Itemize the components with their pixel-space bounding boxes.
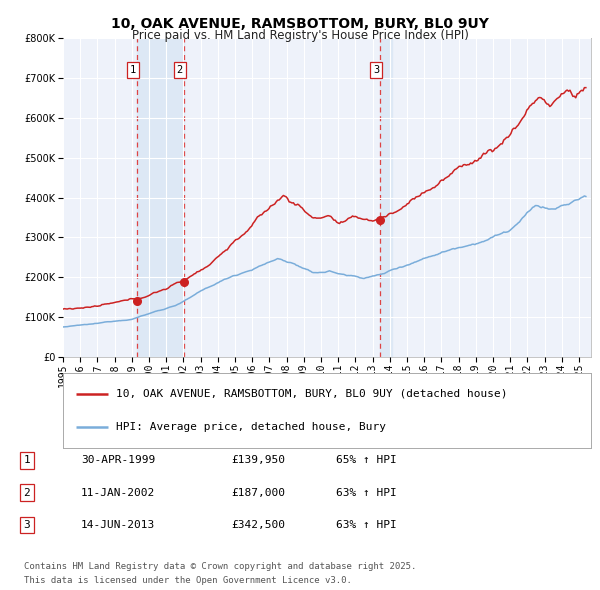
Text: 3: 3 [373,65,379,75]
Text: 3: 3 [23,520,31,530]
Text: £342,500: £342,500 [231,520,285,530]
Text: 10, OAK AVENUE, RAMSBOTTOM, BURY, BL0 9UY: 10, OAK AVENUE, RAMSBOTTOM, BURY, BL0 9U… [111,17,489,31]
Text: 2: 2 [23,488,31,497]
Text: Price paid vs. HM Land Registry's House Price Index (HPI): Price paid vs. HM Land Registry's House … [131,30,469,42]
Text: 1: 1 [23,455,31,465]
Text: 14-JUN-2013: 14-JUN-2013 [81,520,155,530]
Text: 65% ↑ HPI: 65% ↑ HPI [336,455,397,465]
Text: HPI: Average price, detached house, Bury: HPI: Average price, detached house, Bury [116,422,386,432]
Text: Contains HM Land Registry data © Crown copyright and database right 2025.: Contains HM Land Registry data © Crown c… [24,562,416,571]
Text: £139,950: £139,950 [231,455,285,465]
Text: 2: 2 [176,65,183,75]
Text: 10, OAK AVENUE, RAMSBOTTOM, BURY, BL0 9UY (detached house): 10, OAK AVENUE, RAMSBOTTOM, BURY, BL0 9U… [116,389,508,399]
Bar [137,38,184,357]
Text: 1: 1 [130,65,136,75]
Text: 11-JAN-2002: 11-JAN-2002 [81,488,155,497]
Text: 30-APR-1999: 30-APR-1999 [81,455,155,465]
Text: 63% ↑ HPI: 63% ↑ HPI [336,520,397,530]
Text: £187,000: £187,000 [231,488,285,497]
Text: This data is licensed under the Open Government Licence v3.0.: This data is licensed under the Open Gov… [24,576,352,585]
Text: 63% ↑ HPI: 63% ↑ HPI [336,488,397,497]
Bar [380,38,392,357]
